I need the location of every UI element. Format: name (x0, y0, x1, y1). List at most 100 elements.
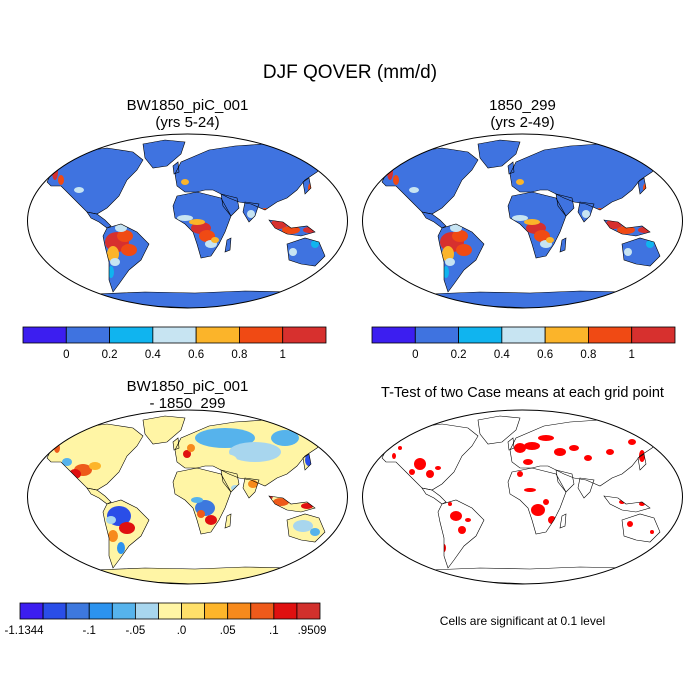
map-panel-1 (27, 133, 348, 309)
field-cell (546, 237, 554, 243)
coastline-southAmerica (437, 223, 485, 293)
land-madagascar (225, 514, 231, 528)
field-cell (189, 219, 205, 225)
field-cell (187, 444, 195, 452)
coastline-madagascar (224, 513, 232, 529)
field-cell (117, 542, 125, 554)
field-cell (106, 516, 116, 524)
coastline-africa (172, 191, 232, 259)
map-panel-2 (362, 133, 683, 309)
coastline-britain (172, 161, 180, 175)
field-cell (108, 530, 118, 542)
coastline-madagascar (559, 513, 567, 529)
colorbar-swatch (544, 326, 589, 344)
coastline-madagascar (559, 237, 567, 253)
coastline-centralAmerica (421, 487, 447, 505)
field-cell (456, 244, 472, 256)
field-cell (119, 522, 135, 534)
land-madagascar (560, 238, 566, 252)
field-cell (646, 240, 654, 248)
field-cell (89, 462, 101, 470)
field-cell (107, 246, 119, 262)
land-northAmerica (47, 424, 143, 490)
field-cell (273, 498, 289, 506)
coastline-africa (507, 467, 567, 535)
land-centralAmerica (422, 212, 446, 228)
land-greenland (143, 416, 185, 444)
land-newZealand (336, 266, 341, 278)
field-cell (617, 226, 635, 234)
coastline-britain (172, 437, 180, 451)
field-cell (443, 266, 449, 278)
significant-cell (650, 530, 654, 534)
colorbar-swatch (22, 326, 67, 344)
significant-cell (409, 469, 415, 475)
land-centralAmerica (87, 488, 111, 504)
field-values (387, 164, 654, 278)
land-newZealand (336, 542, 341, 554)
field-cell (121, 244, 137, 256)
map-panel-4-ttest (362, 409, 683, 585)
coastline-indonesia (603, 495, 651, 513)
field-cell (311, 240, 319, 248)
colorbar-tick-label: 0.2 (102, 349, 118, 361)
significant-cell (465, 518, 471, 522)
field-cell (442, 246, 454, 262)
coastline-centralAmerica (421, 211, 447, 229)
significant-cell (435, 466, 441, 470)
land-newZealand (671, 266, 676, 278)
significant-cell (458, 526, 466, 534)
field-cell (74, 187, 84, 193)
colorbar-swatch (158, 602, 182, 620)
significant-cell (523, 459, 533, 465)
colorbar-swatch (273, 602, 298, 620)
colorbar-swatch (65, 326, 110, 344)
field-cell (177, 215, 193, 221)
coastline-eurasia (509, 143, 663, 211)
significant-cell (606, 449, 614, 455)
land-centralAmerica (87, 212, 111, 228)
significant-cell (450, 511, 462, 521)
field-cell (624, 248, 632, 256)
coastline-arabia (220, 193, 240, 217)
colorbar-swatch (414, 326, 459, 344)
field-values (392, 435, 654, 552)
field-cell (110, 258, 120, 266)
coastline-japan (637, 177, 647, 195)
colorbar-swatch (296, 602, 321, 620)
field-cell (247, 210, 255, 218)
colorbar-swatch (588, 326, 633, 344)
colorbar-tick-label: 0.8 (580, 349, 596, 361)
coastline-australia (621, 237, 661, 267)
coastline-arabia (220, 469, 240, 493)
panel-2-title-line2: (yrs 2-49) (490, 114, 555, 131)
colorbar-swatch (88, 602, 113, 620)
panel-4-title-line1: T-Test of two Case means at each grid po… (381, 385, 664, 401)
coastline-greenland (142, 139, 186, 169)
significant-cell (426, 470, 434, 478)
map-border (27, 133, 348, 309)
significant-cell (517, 471, 523, 477)
coastline-indonesia (268, 219, 316, 237)
land-arabia (221, 194, 239, 216)
coastline-australia (286, 237, 326, 267)
field-cell (310, 528, 320, 536)
colorbar-swatch (42, 602, 67, 620)
field-cell (108, 266, 114, 278)
colorbar-panel-2: 0 0.2 0.4 0.6 0.8 1 (371, 326, 676, 361)
coastline-eurasia (174, 143, 328, 211)
land-northAmerica (47, 148, 143, 214)
significance-note: Cells are significant at 0.1 level (439, 614, 606, 628)
significant-cell (531, 504, 545, 516)
land-greenland (478, 140, 520, 168)
field-cell (197, 510, 205, 518)
field-cell (282, 226, 300, 234)
land-greenland (143, 140, 185, 168)
coastline-japan (302, 177, 312, 195)
field-cell (58, 175, 64, 185)
field-cell (115, 224, 127, 232)
coastline-africa (507, 191, 567, 259)
coastline-centralAmerica (86, 487, 112, 505)
colorbar-tick-label: 0.4 (494, 349, 511, 361)
field-cell (271, 430, 299, 446)
